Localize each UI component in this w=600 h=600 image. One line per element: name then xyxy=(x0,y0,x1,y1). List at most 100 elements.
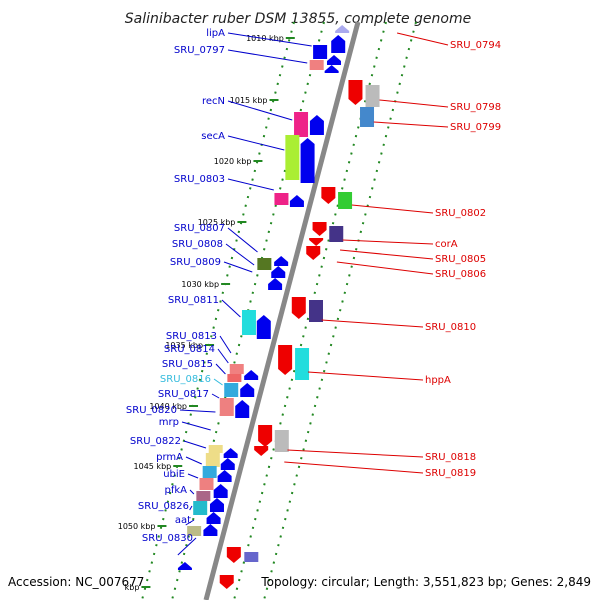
gene-arrow xyxy=(202,466,217,478)
accession-text: Accession: NC_007677 xyxy=(8,575,144,589)
leader-line xyxy=(179,409,216,413)
gene-arrow xyxy=(208,445,223,453)
gene-arrow xyxy=(217,470,232,482)
gene-arrow xyxy=(274,193,289,205)
leader-line xyxy=(177,537,197,556)
kbp-tick-label: 1050 kbp xyxy=(118,522,156,531)
leader-line xyxy=(181,421,211,431)
gene-label-left: mrp xyxy=(159,417,179,428)
gene-arrow xyxy=(177,562,192,570)
gene-label-left: SRU_0826 xyxy=(138,501,189,512)
gene-arrow xyxy=(306,246,321,260)
gene-label-right: SRU_0806 xyxy=(435,269,486,280)
gene-arrow xyxy=(268,278,283,290)
leader-line xyxy=(351,204,434,214)
leader-line xyxy=(379,99,449,108)
gene-arrow xyxy=(365,85,380,107)
gene-label-right: SRU_0802 xyxy=(435,208,486,219)
genome-backbone xyxy=(203,21,361,600)
gene-arrow xyxy=(335,25,350,33)
leader-line xyxy=(287,449,424,458)
leader-line xyxy=(227,178,274,191)
gene-arrow xyxy=(348,80,363,105)
leader-line xyxy=(342,239,434,245)
track-line xyxy=(141,21,295,600)
gene-label-right: SRU_0798 xyxy=(450,102,501,113)
gene-arrow xyxy=(229,364,244,374)
gene-arrow xyxy=(199,478,214,490)
leader-line xyxy=(284,461,424,474)
kbp-tick-label: 1020 kbp xyxy=(214,157,252,166)
leader-line xyxy=(221,299,241,318)
leader-line xyxy=(336,261,434,275)
gene-arrow xyxy=(254,446,269,456)
gene-arrow xyxy=(227,374,242,382)
gene-label-left: SRU_0814 xyxy=(164,344,215,355)
gene-label-left: SRU_0807 xyxy=(174,223,225,234)
leader-line xyxy=(227,135,285,151)
gene-label-left: SRU_0822 xyxy=(130,436,181,447)
gene-label-right: corA xyxy=(435,239,458,250)
gene-arrow xyxy=(258,425,273,447)
gene-arrow xyxy=(295,348,310,380)
gene-arrow xyxy=(187,526,202,536)
gene-label-left: SRU_0803 xyxy=(174,174,225,185)
gene-label-right: SRU_0805 xyxy=(435,254,486,265)
gene-arrow xyxy=(220,458,235,470)
gene-label-right: SRU_0794 xyxy=(450,40,501,51)
leader-line xyxy=(223,261,253,273)
leader-line xyxy=(373,121,449,128)
kbp-tick-label: 1045 kbp xyxy=(134,462,172,471)
kbp-tick-label: 1040 kbp xyxy=(149,402,187,411)
gene-arrow xyxy=(206,512,221,524)
gene-arrow xyxy=(235,400,250,418)
kbp-tick-label: 1025 kbp xyxy=(198,218,236,227)
gene-arrow xyxy=(294,112,309,137)
leader-line xyxy=(185,519,195,526)
gene-arrow xyxy=(309,238,324,246)
gene-label-left: SRU_0817 xyxy=(158,389,209,400)
leader-line xyxy=(219,335,232,354)
gene-arrow xyxy=(223,448,238,458)
leader-line xyxy=(185,456,202,465)
gene-arrow xyxy=(274,430,289,452)
gene-labels: lipA SRU_0797 recN secA SRU_0803 SRU_0807 SRU_… xyxy=(126,28,501,544)
gene-arrow xyxy=(289,195,304,207)
gene-label-right: SRU_0799 xyxy=(450,122,501,133)
gene-arrow xyxy=(309,115,324,135)
gene-arrow xyxy=(240,383,255,397)
gene-label-right: SRU_0819 xyxy=(425,468,476,479)
gene-arrow xyxy=(213,484,228,498)
gene-arrow xyxy=(226,547,241,563)
gene-arrow xyxy=(309,60,324,70)
gene-arrow xyxy=(244,370,259,380)
gene-label-left: recN xyxy=(202,96,225,107)
leader-line xyxy=(227,49,308,64)
gene-arrow xyxy=(327,55,342,65)
map-title: Salinibacter ruber DSM 13855, complete g… xyxy=(125,11,471,27)
leader-line xyxy=(217,348,229,364)
gene-label-right: SRU_0810 xyxy=(425,322,476,333)
leader-line xyxy=(396,32,449,46)
gene-arrow xyxy=(324,65,339,73)
gene-arrow xyxy=(224,383,239,397)
gene-label-left: aat xyxy=(175,515,191,526)
gene-arrow xyxy=(331,35,346,53)
leader-line xyxy=(307,371,424,381)
track-line xyxy=(263,21,417,600)
gene-arrow xyxy=(291,297,306,319)
kbp-tick-label: 1030 kbp xyxy=(181,280,219,289)
gene-label-left: SRU_0816 xyxy=(160,374,211,385)
gene-arrow xyxy=(274,256,289,266)
kbp-tick-label: kbp xyxy=(125,583,140,592)
gene-label-left: SRU_0830 xyxy=(142,533,193,544)
gene-arrow xyxy=(209,498,224,512)
leader-line xyxy=(227,100,293,121)
gene-arrow xyxy=(256,315,271,339)
gene-label-left: lipA xyxy=(206,28,225,39)
gene-label-left: SRU_0808 xyxy=(172,239,223,250)
gene-label-right: SRU_0818 xyxy=(425,452,476,463)
gene-arrow xyxy=(309,300,323,322)
gene-arrow xyxy=(312,222,327,236)
